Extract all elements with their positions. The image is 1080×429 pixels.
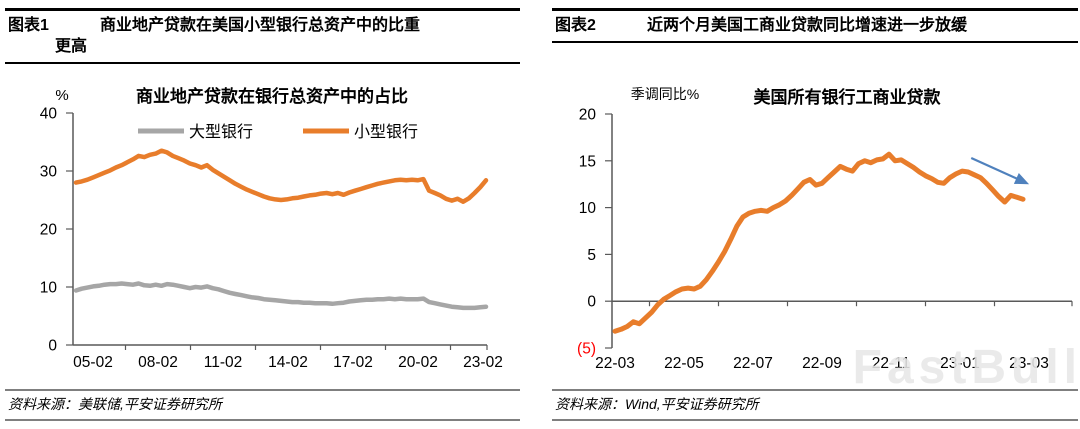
figure2-title-line1: 近两个月美国工商业贷款同比增速进一步放缓	[647, 17, 968, 34]
y-tick-label: 5	[587, 247, 596, 264]
figure1-number-label: 图表1	[8, 17, 49, 34]
y-tick-label: 20	[40, 222, 58, 239]
y-tick-label: (5)	[577, 341, 596, 358]
figure2-source-text: 资料来源：Wind,平安证券研究所	[555, 396, 759, 412]
y-tick-label: 15	[579, 153, 596, 170]
legend-label: 大型银行	[189, 123, 253, 141]
y-tick-label: 10	[579, 200, 597, 217]
figure1-title-line1: 商业地产贷款在美国小型银行总资产中的比重	[100, 17, 421, 34]
figure2-title: 近两个月美国工商业贷款同比增速进一步放缓	[647, 15, 1078, 36]
y-tick-label: 20	[579, 107, 597, 124]
figure1-title: 商业地产贷款在美国小型银行总资产中的比重 更高	[55, 15, 520, 57]
x-tick-label: 23-03	[1009, 355, 1049, 372]
x-tick-label: 14-02	[268, 354, 308, 371]
x-tick-label: 22-07	[733, 355, 773, 372]
trend-arrow-head	[1013, 172, 1030, 185]
x-tick-label: 23-02	[463, 354, 503, 371]
y-axis-unit-label: 季调同比%	[631, 86, 699, 102]
x-tick-label: 17-02	[333, 354, 373, 371]
ci-loan-growth-line-chart: 美国所有银行工商业贷款 季调同比% (5) 0 5 10 15 20 22-03 22-05 22-…	[577, 86, 1073, 372]
x-tick-label: 22-09	[802, 355, 842, 372]
chart-title: 美国所有银行工商业贷款	[754, 87, 942, 107]
x-tick-label: 08-02	[138, 354, 178, 371]
x-tick-label: 05-02	[73, 354, 113, 371]
figure2-header: 图表2 近两个月美国工商业贷款同比增速进一步放缓	[552, 8, 1078, 43]
x-tick-label: 22-03	[595, 355, 635, 372]
x-tick-label: 11-02	[204, 354, 243, 371]
figure1-title-line2: 更高	[55, 38, 88, 55]
legend-label: 小型银行	[354, 123, 418, 141]
y-tick-label: 0	[587, 294, 596, 311]
chart-title: 商业地产贷款在银行总资产中的占比	[136, 86, 408, 106]
figure-panel-2: 图表2 近两个月美国工商业贷款同比增速进一步放缓 美国所有银行工商业贷款 季调同比…	[552, 8, 1078, 421]
y-tick-label: 30	[40, 164, 58, 181]
figure1-source: 资料来源：美联储,平安证券研究所	[5, 389, 520, 421]
series-line	[73, 281, 489, 311]
y-tick-label: 40	[40, 106, 58, 123]
x-tick-label: 20-02	[398, 354, 438, 371]
x-tick-label: 23-01	[940, 355, 980, 372]
y-tick-label: 10	[40, 280, 58, 297]
x-tick-label: 22-11	[872, 355, 911, 372]
series-line	[612, 151, 1026, 334]
cre-loan-share-line-chart: 商业地产贷款在银行总资产中的占比% 0 10 20 30 40 05-02 08-02 11-0…	[40, 86, 503, 371]
figure2-number-label: 图表2	[555, 17, 596, 34]
figure2-source: 资料来源：Wind,平安证券研究所	[552, 389, 1078, 421]
y-axis-unit-label: %	[55, 87, 68, 104]
y-tick-label: 0	[48, 338, 57, 355]
figure1-source-text: 资料来源：美联储,平安证券研究所	[8, 396, 222, 412]
figure-panel-1: 图表1 商业地产贷款在美国小型银行总资产中的比重 更高 商业地产贷款在银行总资产中…	[5, 8, 520, 421]
trend-arrow-shaft	[970, 156, 1021, 182]
x-tick-label: 22-05	[664, 355, 704, 372]
figure1-header: 图表1 商业地产贷款在美国小型银行总资产中的比重 更高	[5, 8, 520, 64]
series-line	[73, 148, 489, 204]
